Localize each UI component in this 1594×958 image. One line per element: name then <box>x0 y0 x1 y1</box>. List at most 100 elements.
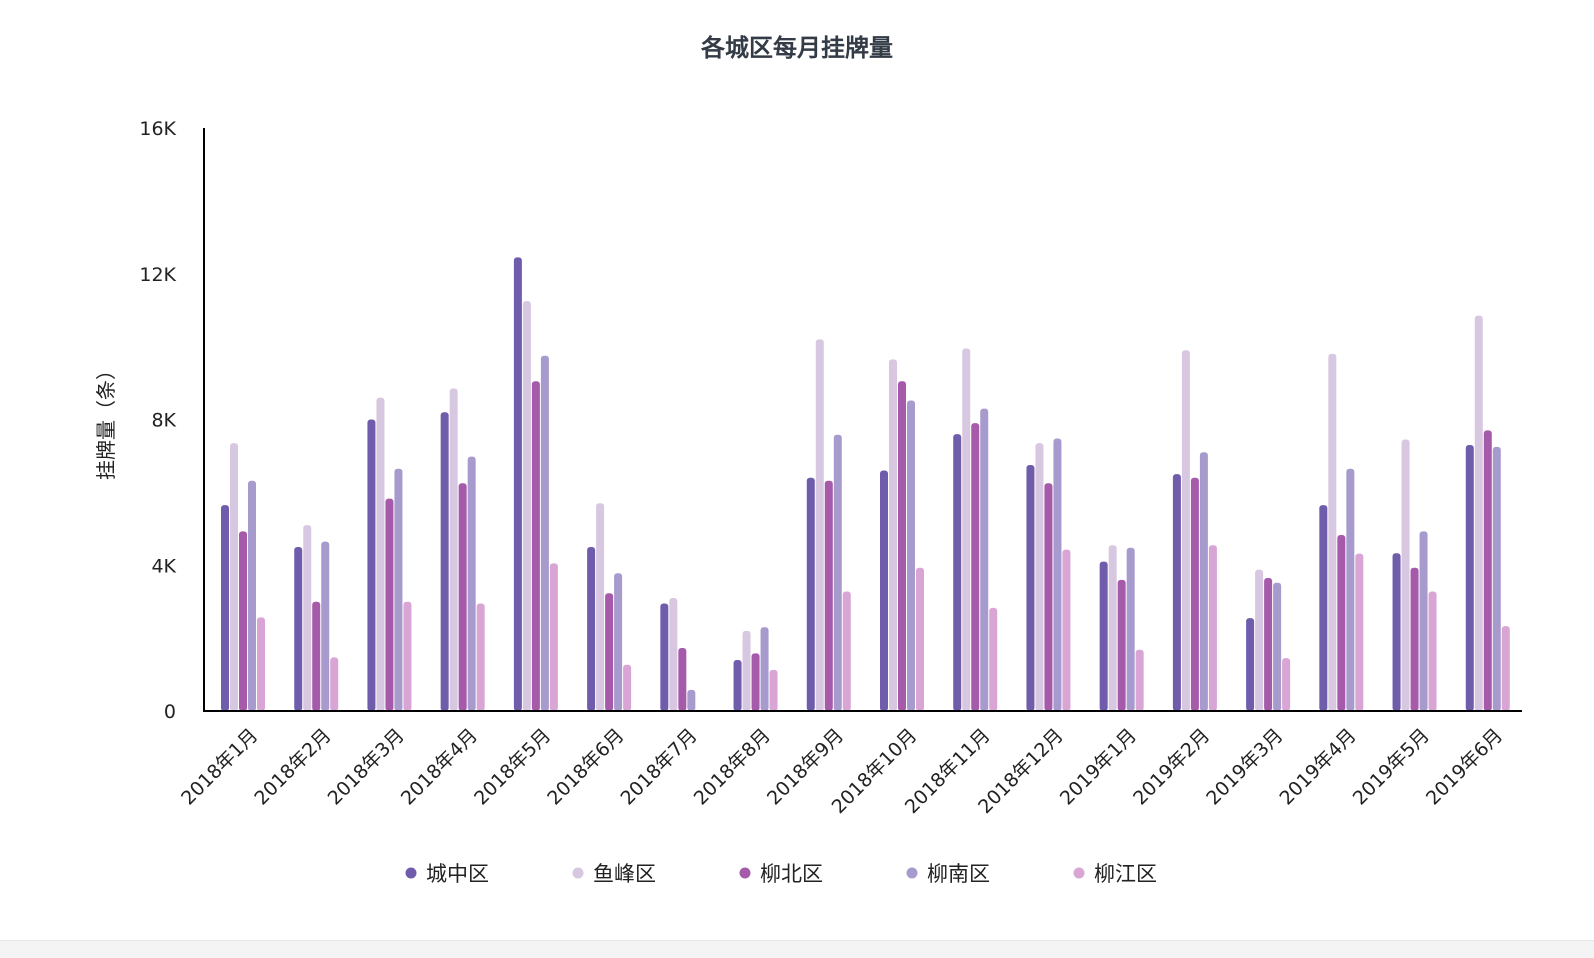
legend-marker <box>1073 867 1085 879</box>
x-tick-label: 2018年5月 <box>470 724 555 809</box>
bar <box>1337 535 1346 711</box>
bar <box>687 689 696 711</box>
bar <box>221 505 229 711</box>
bar <box>1410 567 1419 711</box>
x-tick-label: 2018年2月 <box>250 724 335 809</box>
bar <box>1255 569 1264 711</box>
bar <box>980 408 989 711</box>
legend-item[interactable]: 鱼峰区 <box>572 862 657 886</box>
bar <box>458 483 467 711</box>
bar <box>614 573 623 711</box>
x-tick-label: 2019年1月 <box>1056 724 1141 809</box>
legend-label: 柳南区 <box>927 862 990 886</box>
y-tick-label: 0 <box>164 701 176 723</box>
x-tick-label: 2018年6月 <box>543 724 628 809</box>
bar <box>449 388 458 711</box>
legend-marker <box>405 867 417 879</box>
bar <box>815 339 824 711</box>
x-tick-label: 2018年1月 <box>177 724 262 809</box>
x-tick-label: 2019年2月 <box>1129 724 1214 809</box>
bar <box>1419 531 1428 711</box>
bar <box>605 593 614 711</box>
bar <box>549 563 558 711</box>
bar <box>257 617 265 711</box>
bar <box>678 647 687 711</box>
bar <box>953 434 962 711</box>
bar <box>1264 578 1273 711</box>
bar <box>596 503 605 711</box>
y-tick-label: 4K <box>151 555 176 577</box>
bar <box>230 443 238 711</box>
bar <box>962 348 971 711</box>
bar <box>989 607 998 711</box>
legend-marker <box>739 867 751 879</box>
bar <box>1053 438 1062 711</box>
bar <box>1172 474 1181 711</box>
bar <box>321 541 330 711</box>
bar <box>907 400 915 711</box>
bar <box>367 419 376 711</box>
bar <box>587 547 596 711</box>
bar <box>1099 561 1108 711</box>
bar <box>824 480 833 711</box>
legend: 城中区 鱼峰区 柳北区 柳南区 柳江区 <box>405 862 1158 886</box>
legend-item[interactable]: 柳江区 <box>1073 862 1158 886</box>
legend-label: 城中区 <box>426 862 489 886</box>
y-tick-label: 16K <box>139 118 176 140</box>
bar <box>1328 353 1337 711</box>
legend-label: 柳北区 <box>760 862 823 886</box>
bar <box>1355 553 1364 711</box>
bar <box>1135 649 1144 711</box>
legend-item[interactable]: 柳北区 <box>739 862 824 886</box>
legend-label: 柳江区 <box>1094 862 1157 886</box>
bar <box>1501 626 1510 711</box>
bar <box>376 397 385 711</box>
legend-item[interactable]: 城中区 <box>405 862 490 886</box>
bar <box>1246 618 1255 711</box>
bar <box>330 657 339 711</box>
bar <box>385 498 394 711</box>
x-tick-label: 2018年4月 <box>397 724 482 809</box>
bar <box>476 603 485 711</box>
bar <box>1035 443 1044 711</box>
bar <box>660 603 669 711</box>
bar <box>842 591 851 711</box>
bar <box>733 659 742 711</box>
legend-item[interactable]: 柳南区 <box>906 862 991 886</box>
bars <box>221 257 1510 711</box>
y-tick-label: 12K <box>139 264 176 286</box>
bar <box>1401 439 1410 711</box>
bar <box>971 423 980 711</box>
bar <box>1465 445 1474 711</box>
bar <box>1392 553 1401 711</box>
legend-marker <box>906 867 918 879</box>
bar <box>751 653 760 711</box>
bar <box>522 301 531 711</box>
legend-label: 鱼峰区 <box>593 862 656 886</box>
x-tick-label: 2018年8月 <box>690 724 775 809</box>
x-tick-label: 2019年3月 <box>1202 724 1287 809</box>
bar <box>1428 591 1437 711</box>
bar <box>303 525 312 711</box>
bar <box>1492 446 1501 711</box>
bottom-strip <box>0 940 1594 958</box>
bar <box>1190 477 1199 711</box>
y-axis-label: 挂牌量（条） <box>94 360 118 480</box>
x-axis-ticks: 2018年1月2018年2月2018年3月2018年4月2018年5月2018年… <box>177 724 1507 818</box>
bar <box>467 456 476 711</box>
bar <box>440 412 449 711</box>
x-tick-label: 2018年7月 <box>616 724 701 809</box>
bar <box>294 547 303 711</box>
bar <box>742 630 751 711</box>
bar <box>880 470 888 711</box>
bar <box>760 627 769 711</box>
bar <box>1026 465 1035 711</box>
x-tick-label: 2019年6月 <box>1422 724 1507 809</box>
bar <box>1346 468 1355 711</box>
x-tick-label: 2018年3月 <box>324 724 409 809</box>
bar <box>312 601 321 711</box>
bar <box>1474 315 1483 711</box>
bar <box>889 359 897 711</box>
bar <box>1199 452 1208 711</box>
